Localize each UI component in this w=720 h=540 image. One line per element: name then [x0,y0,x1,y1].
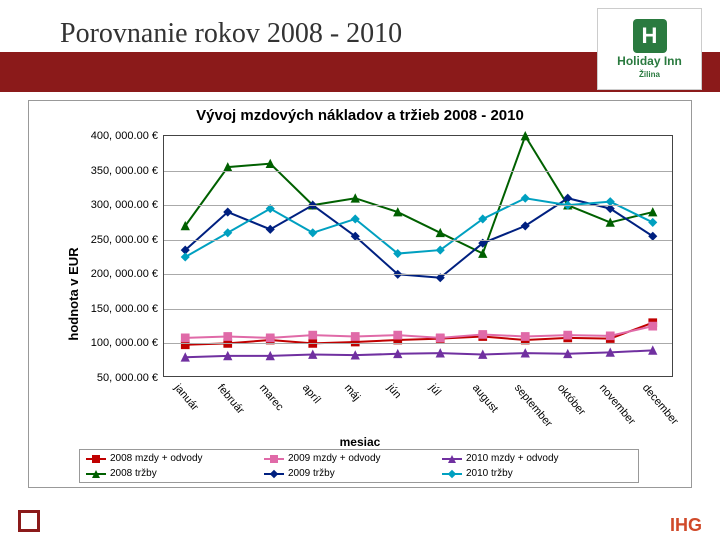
y-tick-label: 250, 000.00 € [91,234,164,246]
x-tick-label: október [555,382,588,418]
series-marker [649,322,657,330]
series-marker [564,331,572,339]
series-marker [479,331,487,339]
footer-logo: IHG [670,515,702,536]
legend-marker [264,454,284,464]
chart-title: Vývoj mzdových nákladov a tržieb 2008 - … [29,107,691,124]
legend-item: 2008 tržby [86,468,246,479]
series-marker [309,229,317,237]
legend-marker [442,469,462,479]
series-marker [224,229,232,237]
series-marker [224,333,232,341]
x-axis-label: mesiac [29,435,691,449]
legend-item: 2009 tržby [264,468,424,479]
x-tick-label: november [597,382,638,427]
series-marker [436,334,444,342]
series-marker [521,194,529,202]
x-tick-label: marec [257,382,286,413]
x-tick-label: júl [427,382,443,398]
series-line [185,136,653,254]
series-marker [181,253,189,261]
brand-logo: H Holiday Inn Žilina [597,8,702,90]
gridline [164,274,672,275]
series-marker [266,225,274,233]
logo-subtext: Žilina [639,70,660,79]
legend-label: 2010 tržby [466,468,513,479]
series-marker [351,333,359,341]
series-line [185,350,653,357]
gridline [164,343,672,344]
logo-text: Holiday Inn [617,55,682,67]
y-tick-label: 400, 000.00 € [91,130,164,142]
chart-svg [164,136,672,376]
series-line [185,198,653,257]
page-title: Porovnanie rokov 2008 - 2010 [60,18,402,50]
series-marker [521,333,529,341]
x-tick-label: december [640,382,681,427]
x-tick-label: august [470,382,500,415]
x-tick-label: január [172,382,201,413]
series-line [185,326,653,338]
gridline [164,171,672,172]
legend-label: 2009 mzdy + odvody [288,453,381,464]
series-marker [436,229,444,237]
y-tick-label: 350, 000.00 € [91,165,164,177]
x-tick-label: apríl [300,382,323,406]
footer-left-icon [18,510,40,532]
series-marker [521,132,529,140]
series-marker [309,331,317,339]
x-tick-label: február [215,382,247,416]
x-tick-label: jún [385,382,404,401]
legend-item: 2009 mzdy + odvody [264,453,424,464]
legend-label: 2009 tržby [288,468,335,479]
legend-item: 2008 mzdy + odvody [86,453,246,464]
legend-marker [86,454,106,464]
legend-label: 2008 mzdy + odvody [110,453,203,464]
series-marker [394,331,402,339]
y-tick-label: 150, 000.00 € [91,303,164,315]
legend-marker [86,469,106,479]
legend-label: 2010 mzdy + odvody [466,453,559,464]
series-marker [649,219,657,227]
legend-marker [264,469,284,479]
gridline [164,240,672,241]
legend-item: 2010 tržby [442,468,602,479]
series-line [185,323,653,345]
series-marker [266,334,274,342]
x-tick-label: september [512,382,555,430]
legend-marker [442,454,462,464]
y-tick-label: 100, 000.00 € [91,337,164,349]
y-tick-label: 200, 000.00 € [91,268,164,280]
legend: 2008 mzdy + odvody 2009 mzdy + odvody 2010… [79,449,639,483]
plot-area: 50, 000.00 €100, 000.00 €150, 000.00 €20… [163,135,673,377]
gridline [164,205,672,206]
chart-frame: Vývoj mzdových nákladov a tržieb 2008 - … [28,100,692,488]
x-tick-label: máj [342,382,363,403]
legend-label: 2008 tržby [110,468,157,479]
y-tick-label: 300, 000.00 € [91,199,164,211]
legend-item: 2010 mzdy + odvody [442,453,602,464]
gridline [164,309,672,310]
series-marker [181,334,189,342]
y-tick-label: 50, 000.00 € [97,372,164,384]
y-axis-label: hodnota v EUR [66,247,81,340]
logo-icon: H [633,19,667,53]
series-marker [479,250,487,258]
series-marker [606,332,614,340]
